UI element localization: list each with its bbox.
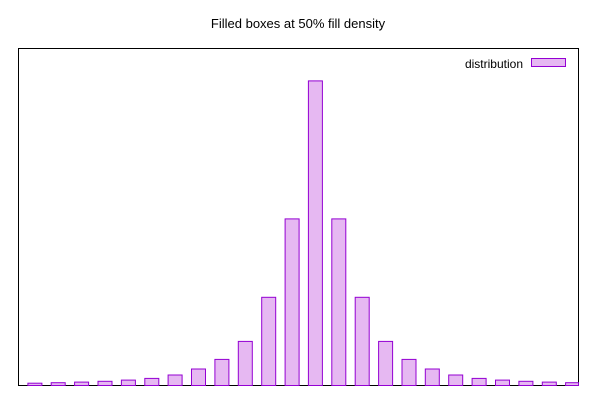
bar — [120, 379, 136, 387]
bar — [541, 381, 557, 387]
bar — [167, 374, 183, 386]
bar — [307, 80, 323, 387]
bar — [97, 380, 113, 386]
bar — [354, 296, 370, 386]
legend: distribution — [465, 57, 566, 71]
bar — [448, 374, 464, 386]
bar — [237, 340, 253, 386]
bar — [144, 377, 160, 386]
bar — [261, 296, 277, 386]
bar — [191, 368, 206, 386]
bar — [74, 381, 90, 387]
bar — [401, 358, 417, 386]
legend-label: distribution — [465, 57, 523, 71]
bar — [214, 358, 230, 386]
bar — [471, 377, 487, 386]
bar — [284, 218, 300, 386]
bar — [495, 379, 510, 387]
bar — [518, 380, 534, 386]
bar-group — [27, 80, 579, 387]
bar — [27, 382, 43, 387]
bar — [331, 218, 347, 386]
legend-swatch — [531, 58, 566, 67]
bar — [378, 340, 394, 386]
bar — [565, 382, 579, 387]
chart-title: Filled boxes at 50% fill density — [211, 16, 386, 31]
bar — [50, 382, 66, 387]
bar — [424, 368, 440, 386]
